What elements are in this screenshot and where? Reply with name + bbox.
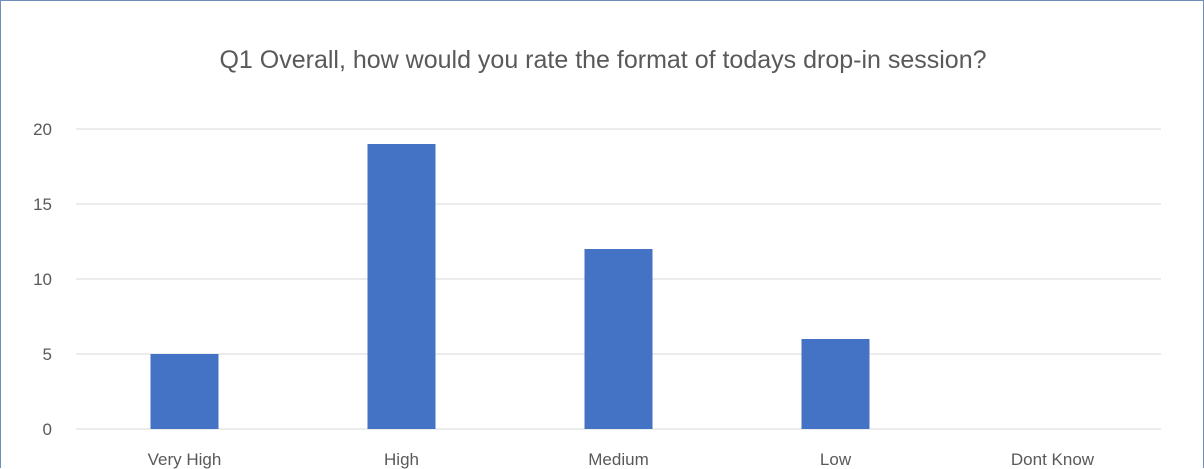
y-tick-label: 5: [43, 345, 52, 364]
x-tick-label: Low: [820, 450, 852, 469]
chart-title: Q1 Overall, how would you rate the forma…: [219, 46, 986, 74]
x-axis-tick-labels: Very High High Medium Low Dont Know: [148, 450, 1095, 469]
bars: [151, 144, 870, 429]
y-tick-label: 20: [33, 120, 52, 139]
x-tick-label: High: [384, 450, 419, 469]
bar-very-high: [151, 354, 219, 429]
bar-low: [802, 339, 870, 429]
y-tick-label: 10: [33, 270, 52, 289]
bar-high: [368, 144, 436, 429]
x-tick-label: Very High: [148, 450, 222, 469]
y-tick-label: 15: [33, 195, 52, 214]
y-tick-label: 0: [43, 420, 52, 439]
bar-medium: [585, 249, 653, 429]
x-tick-label: Medium: [588, 450, 648, 469]
x-tick-label: Dont Know: [1011, 450, 1095, 469]
y-axis-tick-labels: 0 5 10 15 20: [33, 120, 52, 439]
